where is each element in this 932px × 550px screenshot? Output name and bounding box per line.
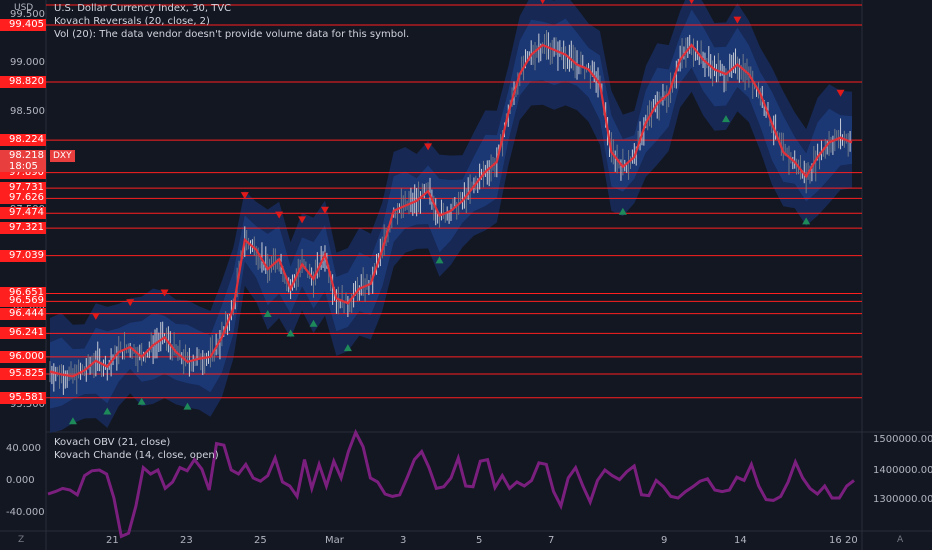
indicator-kovach-reversals[interactable]: Kovach Reversals (20, close, 2) <box>54 16 210 27</box>
reversal-up-marker <box>68 417 77 425</box>
time-tick-label: 9 <box>661 535 668 546</box>
reversal-down-marker <box>320 206 329 214</box>
reversal-down-marker <box>689 0 694 5</box>
symbol-tag: DXY <box>50 150 75 162</box>
time-tick-label: 7 <box>548 535 555 546</box>
reversal-down-marker <box>91 312 100 320</box>
level-tag: 96.444 <box>0 307 46 320</box>
level-tag: 99.405 <box>0 19 46 31</box>
symbol-title[interactable]: U.S. Dollar Currency Index, 30, TVC <box>54 3 232 14</box>
reversal-down-marker <box>275 211 284 219</box>
reversal-up-marker <box>802 217 811 225</box>
reversal-down-marker <box>298 216 307 224</box>
obv-tick-label: 1300000.000 <box>873 494 932 505</box>
time-tick-label: 3 <box>400 535 407 546</box>
level-tag: 96.000 <box>0 350 46 363</box>
obv-tick-label: 1500000.000 <box>873 434 932 445</box>
indicator-kovach-chande[interactable]: Kovach Chande (14, close, open) <box>54 450 219 461</box>
auto-scale-button[interactable]: A <box>897 535 904 545</box>
obv-tick-label: 1400000.000 <box>873 465 932 476</box>
reversal-down-marker <box>540 0 546 5</box>
level-tag: 95.825 <box>0 367 46 380</box>
reversal-up-marker <box>343 344 352 352</box>
time-tick-label: 25 <box>254 535 267 546</box>
reversal-up-marker <box>309 319 318 327</box>
reversal-down-marker <box>733 16 742 24</box>
current-price-tag: 98.218 18:05 <box>0 150 46 172</box>
level-tag: 95.581 <box>0 391 46 404</box>
current-price-value: 98.218 <box>9 150 44 161</box>
oscillator-tick-label: 0.000 <box>6 475 35 486</box>
reversal-up-marker <box>435 256 444 264</box>
level-tag: 97.626 <box>0 192 46 205</box>
time-tick-label: 5 <box>476 535 483 546</box>
oscillator-tick-label: -40.000 <box>6 507 45 518</box>
reversal-down-marker <box>160 289 169 297</box>
price-tick-label: 99.000 <box>10 57 45 69</box>
level-tag: 98.820 <box>0 76 46 89</box>
reversal-down-marker <box>240 192 249 200</box>
price-tick-label: 95.500 <box>10 398 45 410</box>
price-tick-label: 99.500 <box>10 8 45 20</box>
reversal-up-marker <box>286 329 295 337</box>
oscillator-tick-label: 40.000 <box>6 443 41 454</box>
currency-label: USD <box>14 3 34 13</box>
reversal-up-marker <box>103 407 112 415</box>
indicator-kovach-obv[interactable]: Kovach OBV (21, close) <box>54 437 171 448</box>
moving-average-line <box>49 43 853 378</box>
reversal-up-marker <box>618 207 627 215</box>
time-tick-label: 16 <box>829 535 842 546</box>
time-tick-label: Mar <box>325 535 344 546</box>
reversal-up-marker <box>721 115 730 123</box>
reversal-up-marker <box>137 397 146 405</box>
level-tag: 96.569 <box>0 295 46 308</box>
reversal-down-marker <box>836 89 845 97</box>
time-tick-label: 14 <box>734 535 747 546</box>
zoom-icon[interactable]: Z <box>18 535 25 545</box>
level-tag: 97.474 <box>0 207 46 220</box>
time-tick-label: 21 <box>106 535 119 546</box>
level-tag: 97.731 <box>0 182 46 195</box>
price-tick-label: 98.500 <box>10 106 45 118</box>
chande-oscillator-line <box>47 428 855 539</box>
bar-countdown: 18:05 <box>9 161 38 172</box>
time-tick-label: 23 <box>180 535 193 546</box>
reversal-up-marker <box>183 402 192 410</box>
time-tick-label: 20 <box>845 535 858 546</box>
reversal-up-marker <box>263 310 272 318</box>
level-tag: 97.321 <box>0 222 46 235</box>
indicator-volume[interactable]: Vol (20): The data vendor doesn't provid… <box>54 29 410 40</box>
level-tag: 96.241 <box>0 327 46 340</box>
reversal-down-marker <box>126 299 135 307</box>
reversal-down-marker <box>424 143 433 151</box>
level-tag: 98.224 <box>0 134 46 147</box>
level-tag: 97.039 <box>0 249 46 262</box>
